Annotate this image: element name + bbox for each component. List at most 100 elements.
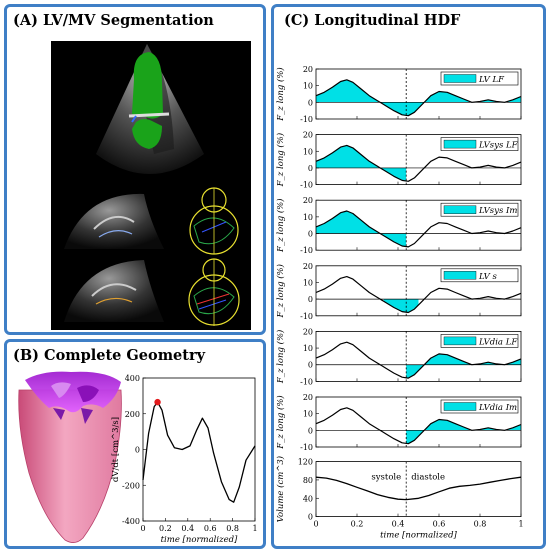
- volume-xlabel: time [normalized]: [380, 531, 457, 541]
- dvdt-xlabel: time [normalized]: [161, 535, 238, 545]
- volume-xtick-label: 0.2: [351, 520, 364, 529]
- hdf-frame: [315, 199, 522, 251]
- hdf-curve-lvsyslf: [315, 144, 522, 182]
- hdf-ytick-label: -10: [300, 181, 313, 190]
- hdf-legend-label: LVdia LF: [478, 337, 518, 347]
- dvdt-ytick-label: 400: [125, 374, 140, 383]
- echo-image-group: [51, 41, 251, 330]
- panel-c-title: (C) Longitudinal HDF: [284, 12, 461, 29]
- volume-systole-label: systole: [371, 473, 401, 483]
- hdf-legend-swatch: [443, 74, 477, 83]
- volume-curve: [315, 476, 522, 501]
- echo-slice-2-icon: [64, 258, 240, 326]
- hdf-legend-swatch: [443, 139, 477, 149]
- lv-mesh-3d-icon: [18, 371, 122, 543]
- hdf-legend-lvdialf: LVdia LF: [440, 334, 518, 348]
- hdf-ytick-label: 10: [303, 147, 313, 156]
- panel-b-title: (B) Complete Geometry: [13, 347, 206, 364]
- hdf-ylabel: F_z long (%): [275, 67, 286, 122]
- hdf-ytick-label: 20: [303, 393, 313, 402]
- hdf-ytick-label: 10: [303, 82, 313, 91]
- hdf-ytick-label: 20: [303, 196, 313, 205]
- hdf-ytick-label: 10: [303, 278, 313, 287]
- hdf-legend-label: LV LF: [478, 75, 505, 85]
- hdf-legend-label: LVsys LF: [478, 141, 519, 151]
- hdf-ytick-label: 0: [308, 98, 313, 107]
- volume-xtick-label: 0.4: [392, 520, 405, 529]
- hdf-ytick-label: -10: [300, 377, 313, 386]
- volume-ytick-label: 120: [298, 458, 313, 467]
- hdf-fill-lvdialf: [406, 353, 521, 378]
- volume-frame: [315, 461, 522, 518]
- hdf-legend-label: LV s: [478, 272, 497, 282]
- hdf-ytick-label: -10: [300, 312, 313, 321]
- hdf-ytick-label: -10: [300, 443, 313, 452]
- hdf-ytick-label: -10: [300, 115, 313, 124]
- hdf-ytick-label: 0: [308, 164, 313, 173]
- echo-slice-1-icon: [64, 187, 239, 255]
- volume-diastole-label: diastole: [411, 473, 445, 483]
- hdf-ytick-label: 20: [303, 327, 313, 336]
- hdf-ytick-label: 10: [303, 213, 313, 222]
- hdf-curve-lvlf: [315, 79, 522, 117]
- dvdt-frame: [142, 377, 256, 522]
- hdf-frame: [315, 396, 522, 448]
- hdf-legend-lvdiaim: LVdia Im: [440, 399, 519, 414]
- hdf-frame: [315, 68, 522, 120]
- hdf-ytick-label: 20: [303, 131, 313, 140]
- volume-xtick-label: 0.6: [433, 520, 446, 529]
- hdf-ytick-label: -10: [300, 246, 313, 255]
- volume-ylabel: Volume (cm^3): [275, 456, 286, 522]
- hdf-legend-lvs: LV s: [440, 268, 519, 283]
- hdf-ylabel: F_z long (%): [275, 330, 286, 385]
- hdf-fill-lvlf: [316, 79, 521, 116]
- dvdt-xtick-label: 0.6: [204, 524, 217, 533]
- panel-c: (C) Longitudinal HDF 20 10 0 -10 LV LF F_z lo…: [271, 4, 546, 549]
- hdf-curve-lvdiaim: [315, 407, 522, 445]
- hdf-ylabel: F_z long (%): [275, 395, 286, 450]
- hdf-ytick-label: 0: [308, 426, 313, 435]
- panel-b: (B) Complete Geometry 400 200 0 -200 -400 0 0.…: [4, 339, 266, 549]
- dvdt-ytick-label: 0: [135, 446, 140, 455]
- dvdt-curve: [142, 401, 256, 503]
- hdf-legend-label: LVsys Im: [478, 206, 517, 216]
- dvdt-xtick-label: 0.8: [226, 524, 239, 533]
- dvdt-ytick-label: -400: [122, 517, 140, 526]
- hdf-legend-swatch: [443, 336, 477, 346]
- volume-ytick-label: 80: [303, 476, 313, 485]
- hdf-fill-lvsyslf: [316, 145, 407, 181]
- hdf-frame: [315, 330, 522, 382]
- dvdt-ytick-label: 200: [125, 410, 140, 419]
- hdf-fill-lvs: [383, 299, 419, 313]
- hdf-legend-swatch: [443, 402, 477, 411]
- hdf-ylabel: F_z long (%): [275, 198, 286, 253]
- hdf-fill-lvdiaim: [406, 419, 521, 444]
- dvdt-xtick-label: 0.2: [159, 524, 172, 533]
- hdf-legend-swatch: [443, 271, 477, 280]
- hdf-ylabel: F_z long (%): [275, 264, 286, 319]
- hdf-ytick-label: 10: [303, 410, 313, 419]
- panel-a-title: (A) LV/MV Segmentation: [13, 12, 214, 29]
- hdf-ytick-label: 10: [303, 344, 313, 353]
- hdf-frame: [315, 134, 522, 185]
- hdf-ytick-label: 20: [303, 65, 313, 74]
- dvdt-xtick-label: 1: [252, 524, 257, 533]
- dvdt-ylabel: dV/dt [cm^3/s]: [111, 417, 121, 482]
- panel-a: (A) LV/MV Segmentation: [4, 4, 266, 335]
- hdf-ytick-label: 20: [303, 262, 313, 271]
- hdf-legend-lvsyslf: LVsys LF: [440, 137, 519, 151]
- volume-xtick-label: 1: [518, 520, 523, 529]
- hdf-ytick-label: 0: [308, 361, 313, 370]
- hdf-legend-lvsysim: LVsys Im: [440, 202, 519, 217]
- hdf-curve-lvdialf: [315, 341, 522, 379]
- hdf-legend-label: LVdia Im: [478, 403, 517, 413]
- hdf-legend-swatch: [443, 205, 477, 214]
- volume-ytick-label: 40: [303, 494, 313, 503]
- dvdt-highlight-point: [154, 398, 161, 406]
- volume-xtick-label: 0: [313, 520, 318, 529]
- hdf-curve-lvsysim: [315, 210, 522, 248]
- hdf-ytick-label: 0: [308, 230, 313, 239]
- hdf-ylabel: F_z long (%): [275, 133, 286, 188]
- echo-apical-view-icon: [96, 44, 204, 174]
